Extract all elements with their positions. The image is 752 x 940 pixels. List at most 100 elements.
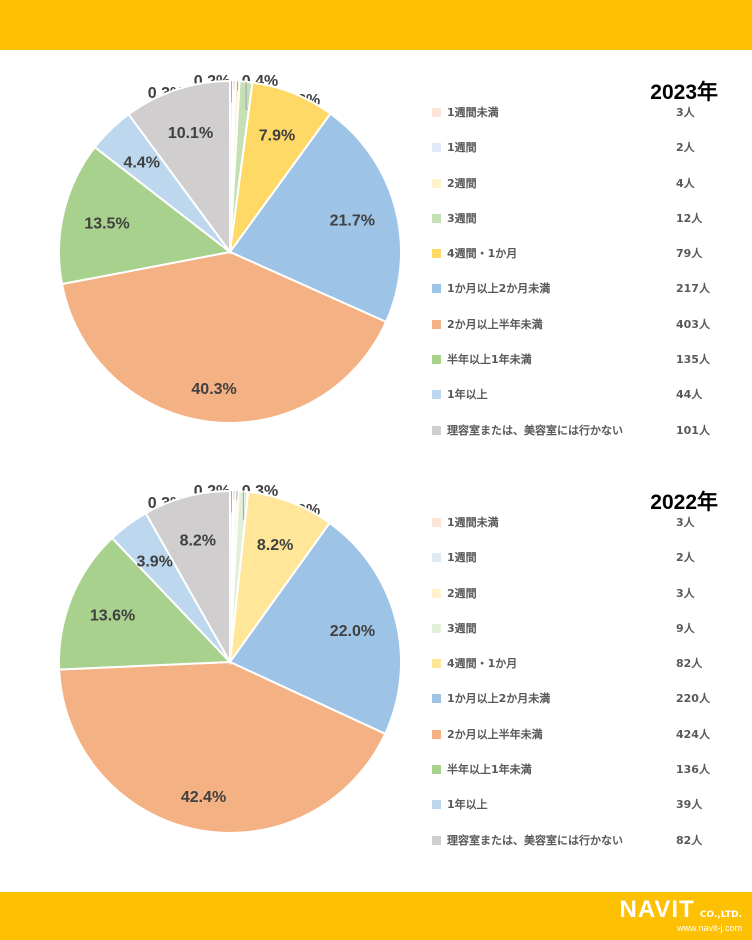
legend-label: 3週間 bbox=[447, 621, 477, 635]
pie-2022-slice-9 bbox=[144, 489, 231, 666]
legend-label: 理容室または、美容室には行かない bbox=[447, 833, 623, 847]
legend-label: 3週間 bbox=[447, 211, 477, 225]
pie-2022-label-6: 42.4% bbox=[181, 789, 226, 806]
legend-count: 3人 bbox=[676, 106, 695, 119]
legend-item: 理容室または、美容室には行かない 101人 bbox=[432, 420, 722, 455]
legend-swatch bbox=[432, 249, 441, 259]
pie-2023-leader-2 bbox=[237, 81, 238, 91]
pie-2022-label-4: 8.2% bbox=[257, 537, 293, 554]
legend-label: 半年以上1年未満 bbox=[447, 763, 532, 777]
legend-count: 79人 bbox=[676, 247, 703, 261]
legend-swatch bbox=[432, 765, 441, 775]
legend-label: 半年以上1年未満 bbox=[447, 353, 532, 367]
pie-2022-label-9: 8.2% bbox=[180, 533, 216, 550]
legend-count: 3人 bbox=[676, 516, 695, 529]
legend-label: 1か月以上2か月未満 bbox=[447, 282, 551, 296]
legend-item: 理容室または、美容室には行かない 82人 bbox=[432, 830, 722, 865]
pie-2022-slice-7 bbox=[58, 536, 233, 671]
pie-chart-2023: 0.3%0.2%0.4%1.2%7.9%21.7%40.3%13.5%4.4%1… bbox=[0, 60, 752, 480]
legend-count: 4人 bbox=[676, 176, 695, 190]
legend-count: 136人 bbox=[676, 763, 710, 777]
pie-2023-svg: 0.3%0.2%0.4%1.2%7.9%21.7%40.3%13.5%4.4%1… bbox=[58, 73, 402, 424]
legend-item: 4週間・1か月 82人 bbox=[432, 653, 722, 688]
legend-item: 2週間 3人 bbox=[432, 583, 722, 618]
legend-2023: 1週間未満 3人 1週間 2人 2週間 4人 3週間 12人 4週間・1か月 79人 1か月以上2か… bbox=[432, 102, 722, 455]
pie-2023-slice-7 bbox=[58, 145, 233, 286]
legend-label: 1週間 bbox=[447, 551, 477, 565]
legend-swatch bbox=[432, 623, 441, 633]
legend-count: 424人 bbox=[676, 727, 710, 741]
legend-label: 4週間・1か月 bbox=[447, 247, 518, 261]
legend-count: 39人 bbox=[676, 798, 703, 812]
pie-2023-label-9: 10.1% bbox=[168, 125, 213, 142]
legend-item: 3週間 9人 bbox=[432, 618, 722, 653]
chart-title-2023: 2023年 bbox=[650, 81, 718, 104]
pie-2023-label-5: 21.7% bbox=[330, 212, 375, 229]
legend-swatch bbox=[432, 588, 441, 598]
legend-2022: 1週間未満 3人 1週間 2人 2週間 3人 3週間 9人 4週間・1か月 82人 1か月以上2か月… bbox=[432, 512, 722, 865]
navit-url: www.navit-j.com bbox=[676, 923, 742, 933]
pie-2022-slice-6 bbox=[58, 660, 387, 834]
legend-swatch bbox=[432, 143, 441, 153]
navit-logo-name: NAVIT bbox=[619, 896, 695, 923]
legend-swatch bbox=[432, 729, 441, 739]
legend-label: 2週間 bbox=[447, 176, 477, 190]
legend-item: 1週間未満 3人 bbox=[432, 512, 722, 547]
navit-logo: NAVIT CO.,LTD. www.navit-j.com bbox=[619, 896, 742, 934]
legend-count: 2人 bbox=[676, 551, 695, 565]
legend-item: 1か月以上2か月未満 220人 bbox=[432, 688, 722, 723]
bottom-band bbox=[0, 892, 752, 940]
legend-count: 135人 bbox=[676, 353, 710, 367]
legend-swatch bbox=[432, 659, 441, 669]
legend-swatch bbox=[432, 355, 441, 365]
legend-label: 2か月以上半年未満 bbox=[447, 727, 543, 741]
pie-2023-label-6: 40.3% bbox=[191, 381, 236, 398]
legend-item: 4週間・1か月 79人 bbox=[432, 243, 722, 278]
pie-2022-label-8: 3.9% bbox=[136, 553, 172, 570]
legend-swatch bbox=[432, 284, 441, 294]
legend-count: 2人 bbox=[676, 141, 695, 155]
pie-2023-slice-6 bbox=[60, 250, 388, 424]
pie-2023-slice-5 bbox=[228, 112, 402, 324]
pie-2022-svg: 0.3%0.2%0.3%0.9%8.2%22.0%42.4%13.6%3.9%8… bbox=[58, 483, 402, 834]
legend-label: 1年以上 bbox=[447, 388, 488, 402]
top-band bbox=[0, 0, 752, 50]
legend-label: 2か月以上半年未満 bbox=[447, 317, 543, 331]
legend-item: 1年以上 44人 bbox=[432, 384, 722, 419]
legend-swatch bbox=[432, 390, 441, 400]
legend-count: 3人 bbox=[676, 586, 695, 600]
legend-count: 44人 bbox=[676, 388, 703, 402]
legend-count: 82人 bbox=[676, 833, 703, 847]
legend-item: 1か月以上2か月未満 217人 bbox=[432, 278, 722, 313]
legend-swatch bbox=[432, 178, 441, 188]
chart-title-2022: 2022年 bbox=[650, 491, 718, 514]
legend-label: 理容室または、美容室には行かない bbox=[447, 423, 623, 437]
legend-count: 217人 bbox=[676, 282, 710, 296]
legend-count: 9人 bbox=[676, 621, 695, 635]
legend-item: 3週間 12人 bbox=[432, 208, 722, 243]
legend-item: 2か月以上半年未満 424人 bbox=[432, 724, 722, 759]
legend-item: 半年以上1年未満 136人 bbox=[432, 759, 722, 794]
navit-logo-suffix: CO.,LTD. bbox=[699, 910, 742, 920]
pie-chart-2022: 0.3%0.2%0.3%0.9%8.2%22.0%42.4%13.6%3.9%8… bbox=[0, 470, 752, 890]
legend-count: 12人 bbox=[676, 211, 703, 225]
legend-item: 2か月以上半年未満 403人 bbox=[432, 314, 722, 349]
legend-label: 1年以上 bbox=[447, 798, 488, 812]
pie-2022-label-5: 22.0% bbox=[330, 623, 375, 640]
legend-label: 1週間未満 bbox=[447, 106, 499, 119]
legend-item: 半年以上1年未満 135人 bbox=[432, 349, 722, 384]
legend-label: 1週間未満 bbox=[447, 516, 499, 529]
legend-item: 1週間 2人 bbox=[432, 547, 722, 582]
legend-item: 1年以上 39人 bbox=[432, 794, 722, 829]
legend-item: 2週間 4人 bbox=[432, 173, 722, 208]
legend-count: 403人 bbox=[676, 317, 710, 331]
legend-swatch bbox=[432, 553, 441, 563]
pie-2022-slice-4 bbox=[228, 490, 332, 666]
legend-swatch bbox=[432, 800, 441, 810]
legend-item: 1週間 2人 bbox=[432, 137, 722, 172]
pie-2023-label-8: 4.4% bbox=[123, 154, 159, 171]
pie-2023-label-7: 13.5% bbox=[84, 216, 129, 233]
pie-2022-label-7: 13.6% bbox=[90, 608, 135, 625]
legend-swatch bbox=[432, 694, 441, 704]
legend-swatch bbox=[432, 518, 441, 527]
